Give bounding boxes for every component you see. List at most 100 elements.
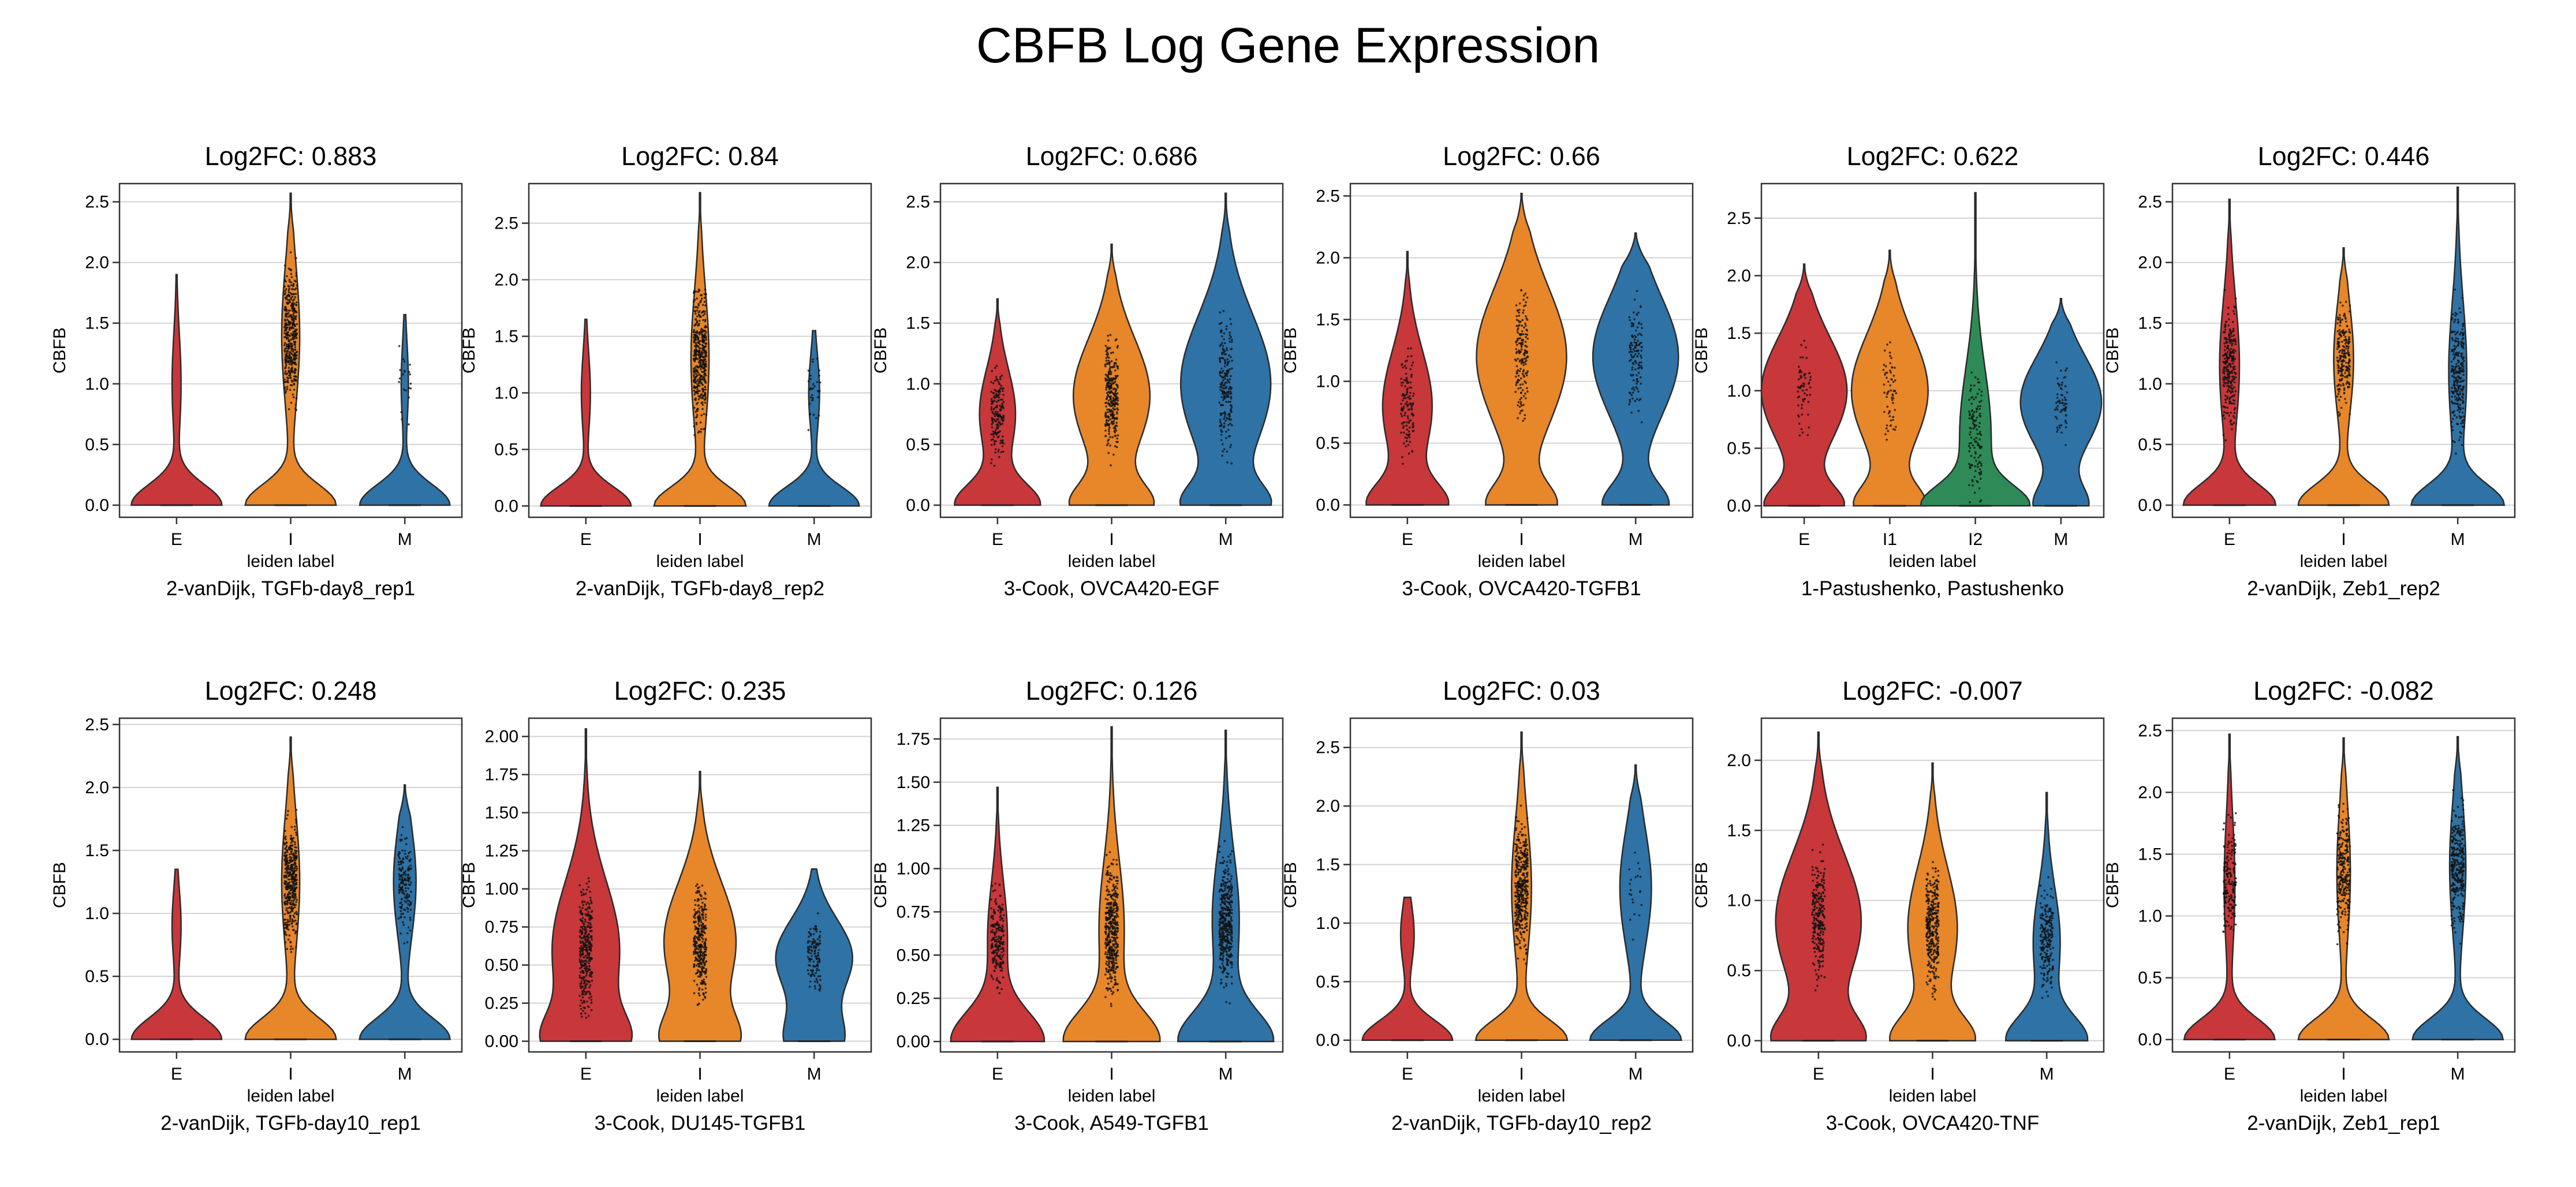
panel-title: Log2FC: 0.446 (2258, 141, 2430, 171)
strip-points-I (1514, 289, 1529, 422)
y-axis-label: CBFB (460, 862, 479, 908)
x-tick-label: I (288, 530, 293, 549)
y-tick-label: 1.5 (2138, 845, 2162, 864)
strip-points-E (1811, 843, 1826, 992)
y-tick-label: 0.5 (906, 435, 930, 454)
panel-title: Log2FC: 0.84 (621, 141, 779, 171)
violin-panel: 0.0 0.5 1.0 1.5 2.0 2.5 E I M Log2FC: 0.66 leiden … (1281, 141, 1694, 600)
y-tick-label: 1.0 (1316, 372, 1340, 391)
strip-points-I (283, 809, 298, 953)
y-tick-label: 2.5 (1727, 209, 1751, 228)
x-tick-label: E (1402, 1065, 1413, 1084)
y-tick-label: 0.5 (85, 967, 109, 986)
violin-panel: 0.0 0.5 1.0 1.5 2.0 2.5 E I M Log2FC: 0.84 leiden … (460, 141, 872, 600)
y-tick-label: 1.75 (485, 766, 518, 785)
y-tick-label: 1.0 (494, 383, 518, 402)
x-tick-label: M (2451, 530, 2465, 549)
violin-E (540, 318, 632, 507)
violin-I (244, 192, 337, 506)
x-tick-label: M (2054, 530, 2068, 549)
strip-points-I (1104, 334, 1119, 466)
x-tick-label: I (1930, 1065, 1935, 1084)
y-tick-label: 1.0 (1727, 891, 1751, 910)
strip-points-E (2222, 812, 2237, 933)
panel-caption: 3-Cook, OVCA420-TGFB1 (1402, 577, 1641, 600)
y-axis-label: CBFB (1692, 862, 1711, 908)
x-tick-label: E (1798, 530, 1810, 549)
violin-E (950, 786, 1046, 1043)
y-tick-label: 2.0 (1316, 797, 1340, 816)
x-tick-label: I (697, 530, 702, 549)
y-tick-label: 1.25 (485, 842, 518, 861)
y-tick-label: 0.00 (485, 1032, 518, 1051)
panel-caption: 3-Cook, A549-TGFB1 (1014, 1112, 1209, 1134)
strip-points-I2 (1968, 371, 1983, 503)
y-tick-label: 2.0 (1316, 248, 1340, 267)
x-tick-label: M (2451, 1065, 2465, 1084)
x-axis-label: leiden label (1478, 1087, 1566, 1106)
y-axis-label: CBFB (50, 327, 69, 374)
y-tick-label: 2.0 (85, 778, 109, 797)
y-tick-label: 0.5 (2138, 435, 2162, 454)
y-tick-label: 1.0 (85, 375, 109, 394)
y-tick-label: 2.5 (85, 193, 109, 212)
y-tick-label: 0.0 (906, 496, 930, 515)
y-tick-label: 0.0 (2138, 496, 2162, 515)
strip-points-E (990, 364, 1005, 467)
strip-points-M (807, 912, 822, 992)
x-axis-label: leiden label (1068, 1087, 1156, 1106)
x-axis-label: leiden label (247, 552, 335, 571)
x-tick-label: M (1219, 530, 1233, 549)
panel-title: Log2FC: 0.248 (205, 676, 377, 706)
y-tick-label: 1.00 (485, 880, 518, 899)
strip-points-M (807, 357, 822, 431)
x-axis-label: leiden label (1889, 552, 1977, 571)
y-tick-label: 0.0 (2138, 1031, 2162, 1050)
x-tick-label: M (398, 530, 412, 549)
y-tick-label: 0.50 (485, 956, 518, 975)
violin-M (775, 868, 853, 1042)
x-axis-label: leiden label (2300, 552, 2388, 571)
strip-points-I (692, 883, 708, 1006)
y-tick-label: 0.75 (897, 902, 930, 921)
panel-caption: 2-vanDijk, TGFb-day10_rep1 (160, 1112, 421, 1134)
y-tick-label: 1.00 (897, 860, 930, 879)
violin-panel: 0.0 0.5 1.0 1.5 2.0 2.5 E I1 I2 M Log2FC: 0.622 lei… (1692, 141, 2105, 600)
y-tick-label: 0.75 (485, 918, 518, 937)
x-tick-label: I (1519, 530, 1524, 549)
x-tick-label: E (580, 1065, 592, 1084)
x-axis-label: leiden label (2300, 1087, 2388, 1106)
strip-points-I (1925, 861, 1940, 1001)
strip-points-M (1218, 309, 1233, 465)
y-tick-label: 2.0 (494, 271, 518, 290)
x-axis-label: leiden label (1889, 1087, 1977, 1106)
x-tick-label: I1 (1883, 530, 1897, 549)
violin-E (130, 274, 223, 506)
x-tick-label: E (992, 530, 1003, 549)
strip-points-I (1514, 804, 1529, 965)
x-tick-label: M (807, 1065, 822, 1084)
y-tick-label: 2.0 (1727, 266, 1751, 285)
x-tick-label: I (697, 1065, 702, 1084)
violin-panel: 0.0 0.5 1.0 1.5 2.0 2.5 E I M Log2FC: 0.686 leiden… (871, 141, 1284, 600)
y-tick-label: 1.5 (1727, 821, 1751, 840)
figure-title: CBFB Log Gene Expression (976, 18, 1600, 73)
panel-caption: 2-vanDijk, TGFb-day10_rep2 (1391, 1112, 1652, 1134)
strip-points-I (2336, 802, 2351, 946)
strip-points-M (2450, 789, 2466, 945)
panel-caption: 3-Cook, DU145-TGFB1 (595, 1112, 806, 1134)
violin-E (130, 868, 223, 1040)
x-tick-label: E (580, 530, 592, 549)
panel-caption: 2-vanDijk, Zeb1_rep2 (2247, 577, 2440, 600)
y-tick-label: 1.5 (1316, 856, 1340, 875)
panel-caption: 2-vanDijk, Zeb1_rep1 (2247, 1112, 2440, 1134)
y-tick-label: 1.5 (494, 327, 518, 346)
y-tick-label: 1.5 (2138, 314, 2162, 333)
strip-points-M (2039, 876, 2054, 999)
violin-I (1062, 726, 1161, 1043)
y-tick-label: 0.25 (485, 994, 518, 1013)
x-tick-label: E (1813, 1065, 1824, 1084)
y-tick-label: 2.0 (1727, 751, 1751, 770)
violin-panel: 0.0 0.5 1.0 1.5 2.0 2.5 E I M Log2FC: 0.03 leiden … (1281, 676, 1694, 1134)
